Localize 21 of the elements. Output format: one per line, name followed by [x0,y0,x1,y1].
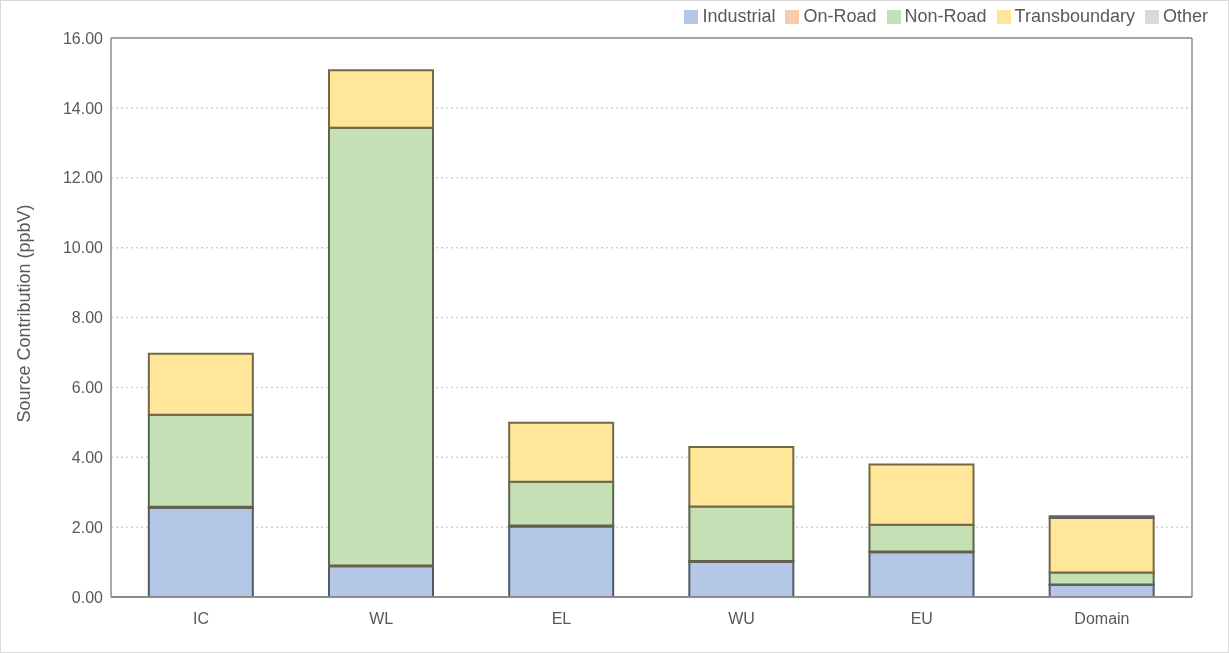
y-tick-label: 2.00 [71,518,104,536]
x-tick-label: IC [193,610,210,628]
y-tick-label: 12.00 [62,169,104,187]
legend-label: Other [1162,6,1208,26]
x-tick-label: WU [728,610,755,628]
legend-label: Non-Road [904,6,987,26]
y-tick-label: 0.00 [71,588,104,606]
legend-label: Transboundary [1014,6,1135,26]
y-tick-label: 6.00 [71,379,104,397]
legend-label: Industrial [702,6,776,26]
x-tick-label: WL [369,610,394,628]
y-tick-label: 8.00 [71,309,104,327]
legend-label: On-Road [803,6,877,26]
y-tick-label: 14.00 [62,99,104,117]
x-tick-label: EL [551,610,572,628]
y-tick-label: 16.00 [62,29,104,47]
y-tick-label: 4.00 [71,448,104,466]
x-tick-label: Domain [1074,610,1130,628]
x-tick-label: EU [910,610,933,628]
y-tick-label: 10.00 [62,239,104,257]
y-axis-title: Source Contribution (ppbV) [14,204,35,423]
